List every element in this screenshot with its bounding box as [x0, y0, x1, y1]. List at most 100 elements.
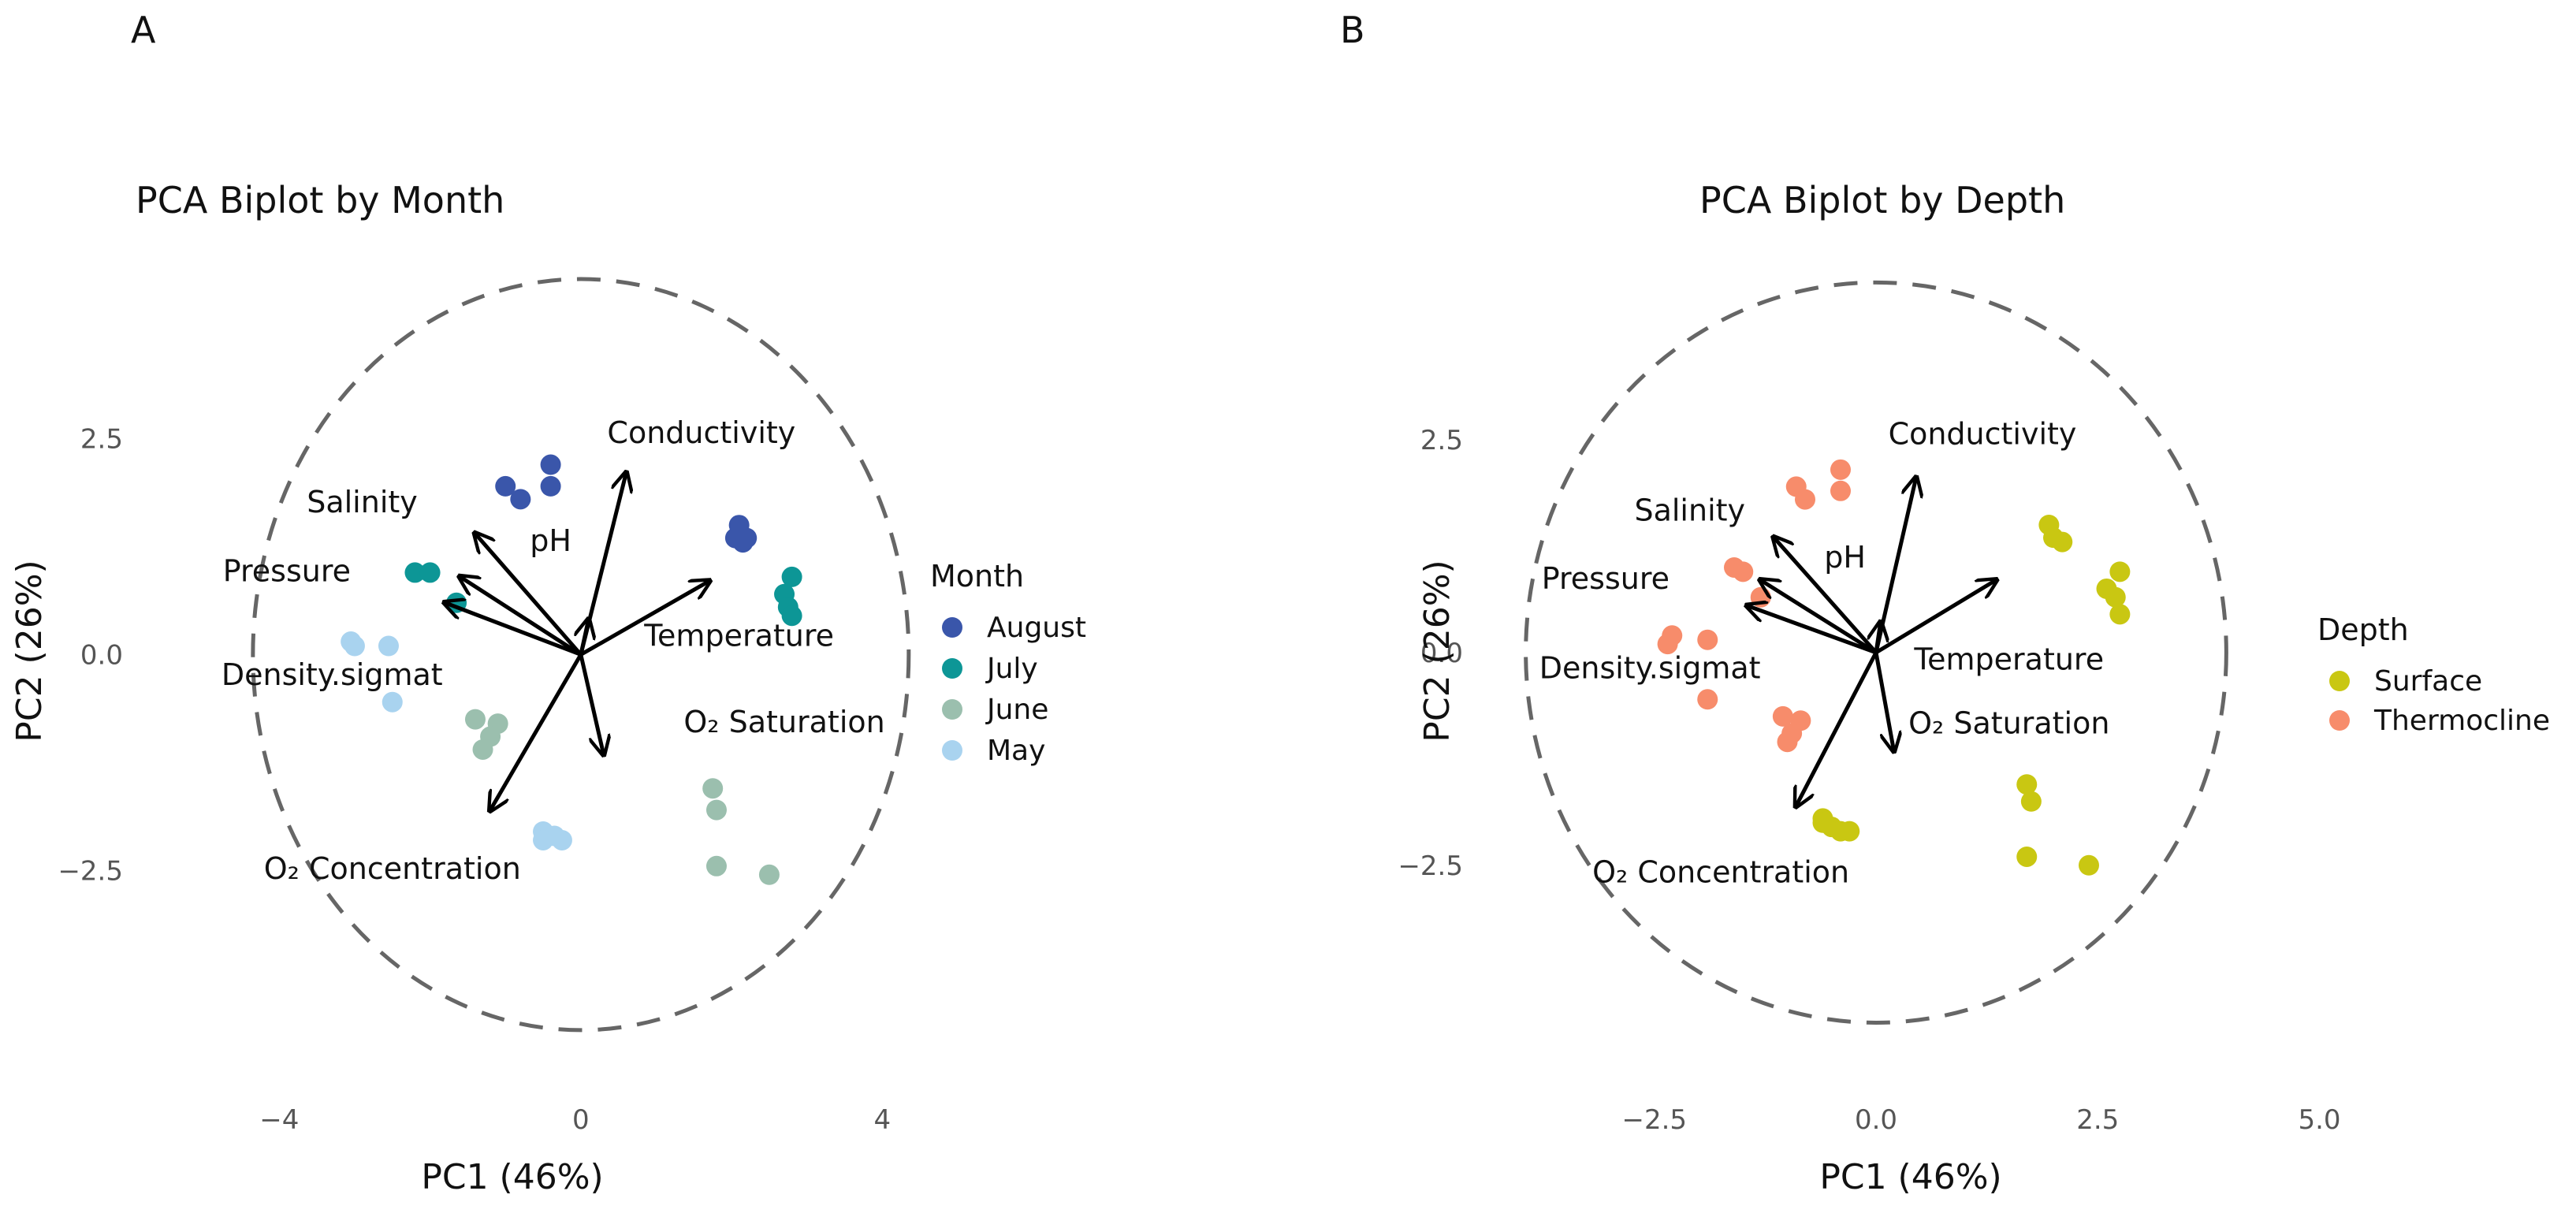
data-point-june — [702, 778, 724, 799]
data-point-surface — [2016, 774, 2038, 795]
loading-arrow — [1876, 623, 1881, 653]
loading-label: pH — [1824, 540, 1866, 575]
data-point-surface — [2109, 604, 2131, 625]
panel-letter: A — [131, 9, 156, 51]
loading-arrow — [1774, 538, 1878, 654]
data-point-thermocline — [1830, 459, 1851, 480]
legend-label: August — [987, 612, 1086, 644]
data-point-may — [344, 635, 365, 657]
data-point-august — [495, 475, 516, 497]
legend-label: June — [985, 694, 1048, 726]
data-point-surface — [2105, 586, 2126, 608]
legend-swatch — [942, 658, 962, 679]
plot-area: −2.5 0.0 2.5 5.0 2.5 0.0 −2.5 Conductivity Tempe… — [1398, 280, 2341, 1136]
loading-label: Salinity — [307, 485, 418, 519]
x-axis-title: PC1 (46%) — [1819, 1157, 2001, 1197]
loading-label: O₂ Saturation — [1908, 705, 2109, 740]
data-point-thermocline — [1777, 731, 1798, 753]
data-point-thermocline — [1750, 586, 1771, 608]
loading-arrow — [1874, 580, 1996, 655]
data-point-may — [382, 691, 403, 713]
panel-a: A PCA Biplot by Month −4 0 4 2.5 0.0 −2.5 Cond… — [9, 9, 1086, 1197]
loading-label: Temperature — [643, 619, 834, 653]
loading-arrow — [1761, 580, 1878, 655]
loading-arrow — [581, 620, 589, 656]
loading-label: Temperature — [1913, 642, 2104, 676]
x-tick-label: −2.5 — [1621, 1104, 1687, 1136]
panel-letter: B — [1340, 9, 1365, 51]
loading-arrow — [445, 603, 582, 657]
data-point-august — [510, 489, 531, 510]
y-axis-title: PC2 (26%) — [9, 560, 50, 742]
data-point-thermocline — [1657, 634, 1678, 655]
data-point-august — [540, 454, 561, 475]
x-tick-label: 0.0 — [1855, 1104, 1897, 1136]
y-tick-label: 0.0 — [80, 639, 123, 671]
loading-arrow — [460, 577, 583, 657]
data-point-thermocline — [1733, 561, 1754, 582]
data-point-may — [533, 829, 554, 850]
y-tick-label: 2.5 — [80, 424, 123, 456]
data-point-may — [551, 829, 572, 850]
data-point-surface — [2052, 531, 2073, 553]
y-tick-label: −2.5 — [1398, 850, 1463, 882]
data-point-may — [378, 635, 399, 657]
data-point-august — [540, 475, 561, 497]
data-point-surface — [2020, 791, 2042, 812]
data-point-june — [705, 855, 727, 876]
data-point-thermocline — [1772, 705, 1793, 727]
chart-title: PCA Biplot by Depth — [1699, 179, 2065, 221]
data-point-july — [404, 562, 426, 583]
data-point-thermocline — [1697, 629, 1718, 650]
loading-arrow — [490, 653, 583, 809]
panel-b: B PCA Biplot by Depth −2.5 0.0 2.5 5.0 2.5 0.… — [1340, 9, 2550, 1197]
loading-label: Pressure — [223, 553, 351, 588]
loading-arrow — [1874, 652, 1894, 750]
loading-label: O₂ Saturation — [683, 705, 884, 739]
loading-arrow — [1796, 651, 1878, 806]
loading-label: O₂ Concentration — [264, 851, 521, 886]
loading-label: Conductivity — [607, 415, 795, 450]
plot-area: −4 0 4 2.5 0.0 −2.5 Conductivity Temperature O₂ … — [58, 277, 911, 1136]
legend: Depth Surface Thermocline — [2317, 612, 2550, 737]
x-tick-label: 4 — [874, 1104, 892, 1136]
data-point-august — [736, 527, 758, 549]
loading-label: Density.sigmat — [221, 657, 443, 692]
data-point-surface — [2079, 854, 2099, 876]
y-axis-title: PC2 (26%) — [1417, 560, 1457, 742]
legend-label: Thermocline — [2373, 705, 2550, 737]
loading-label: Density.sigmat — [1539, 650, 1761, 685]
legend-swatch — [2329, 671, 2350, 691]
data-point-thermocline — [1830, 480, 1851, 501]
data-point-surface — [2109, 561, 2131, 582]
loading-label: Conductivity — [1889, 416, 2077, 451]
data-point-june — [705, 799, 727, 821]
loading-arrow — [1874, 478, 1916, 653]
data-point-july — [781, 605, 802, 627]
legend-label: Surface — [2374, 665, 2482, 698]
legend: Month August July June May — [930, 559, 1086, 767]
loading-label: Salinity — [1634, 493, 1745, 528]
loading-label: pH — [530, 523, 571, 558]
y-tick-label: 0.0 — [1420, 638, 1463, 669]
data-point-june — [472, 739, 493, 760]
x-tick-label: −4 — [259, 1104, 299, 1136]
data-point-thermocline — [1697, 689, 1718, 710]
y-tick-label: −2.5 — [58, 855, 123, 887]
legend-swatch — [942, 617, 962, 638]
data-point-july — [781, 566, 802, 587]
loading-label: Pressure — [1542, 561, 1670, 596]
data-point-surface — [2016, 846, 2038, 867]
legend-swatch — [942, 740, 962, 761]
loading-arrow — [1748, 606, 1877, 655]
confidence-ellipse — [251, 277, 911, 1033]
data-point-june — [758, 864, 780, 885]
x-tick-label: 5.0 — [2298, 1104, 2340, 1136]
loading-arrow — [579, 653, 604, 754]
confidence-ellipse — [1524, 280, 2228, 1025]
chart-title: PCA Biplot by Month — [136, 179, 504, 221]
loading-arrow — [579, 581, 709, 657]
x-axis-title: PC1 (46%) — [421, 1157, 603, 1197]
legend-swatch — [2329, 710, 2350, 731]
